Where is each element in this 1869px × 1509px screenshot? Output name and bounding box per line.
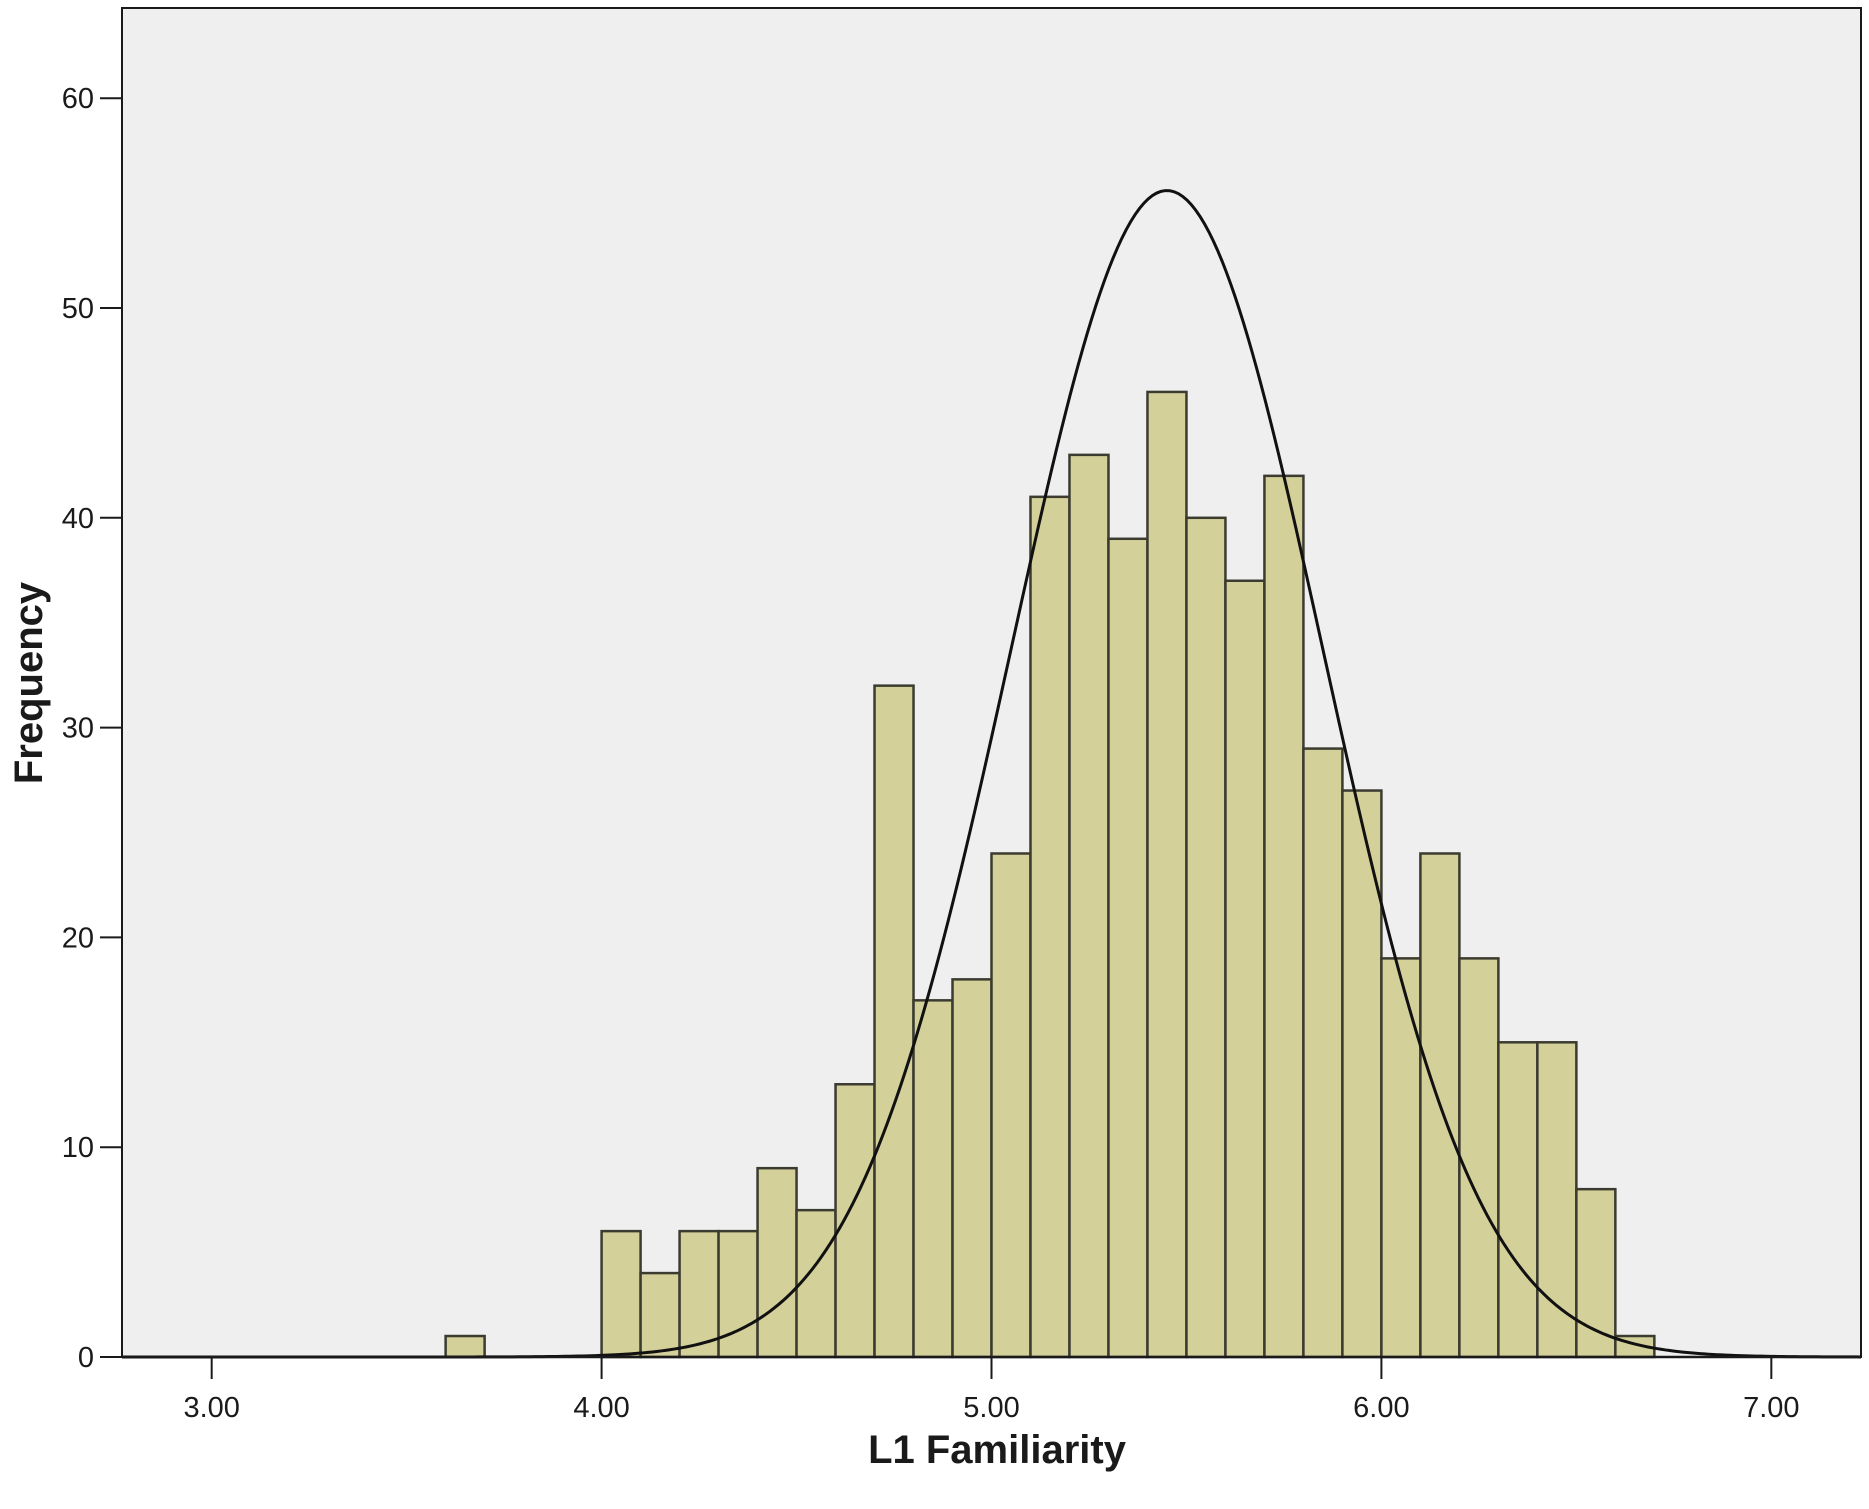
histogram-bar [717, 1229, 759, 1359]
histogram-bar [756, 1166, 798, 1359]
y-tick-label: 10 [62, 1132, 94, 1164]
histogram-bar [1458, 957, 1500, 1359]
histogram-bar [1536, 1041, 1578, 1359]
x-tick-label: 7.00 [1743, 1392, 1799, 1424]
x-tick-label: 5.00 [963, 1392, 1019, 1424]
histogram-bar [990, 852, 1032, 1359]
histogram-bar [1068, 453, 1110, 1359]
y-tick-label: 60 [62, 83, 94, 115]
y-axis: 0 10 20 30 40 50 60 [62, 83, 122, 1374]
histogram-bar [951, 978, 993, 1359]
x-axis-title: L1 Familiarity [868, 1428, 1127, 1472]
histogram-bar [1224, 579, 1266, 1359]
y-axis-title: Frequency [7, 581, 51, 784]
x-tick-label: 4.00 [573, 1392, 629, 1424]
histogram-bar [912, 999, 954, 1359]
x-tick-label: 3.00 [183, 1392, 239, 1424]
histogram-bar [1029, 495, 1071, 1359]
y-tick-label: 0 [78, 1342, 94, 1374]
histogram-bar [1263, 474, 1305, 1359]
y-tick-label: 40 [62, 503, 94, 535]
histogram-bar [444, 1334, 486, 1359]
histogram-bar [795, 1208, 837, 1359]
histogram-bar [1185, 516, 1227, 1359]
histogram-bar [873, 684, 915, 1359]
histogram-bar [1107, 537, 1149, 1359]
histogram-bar [1302, 747, 1344, 1359]
x-axis: 3.00 4.00 5.00 6.00 7.00 [122, 1355, 1861, 1424]
x-tick-label: 6.00 [1353, 1392, 1409, 1424]
histogram-bar [1380, 957, 1422, 1359]
y-tick-label: 20 [62, 922, 94, 954]
histogram-bar [639, 1271, 681, 1359]
histogram-bar [678, 1229, 720, 1359]
histogram-bar [1497, 1041, 1539, 1359]
y-tick-label: 30 [62, 713, 94, 745]
histogram-bar [1146, 390, 1188, 1359]
y-tick-label: 50 [62, 293, 94, 325]
histogram-bar [1341, 789, 1383, 1359]
histogram-bar [834, 1083, 876, 1359]
histogram-bar [600, 1229, 642, 1359]
histogram-bar [1419, 852, 1461, 1359]
bars-layer [444, 390, 1656, 1359]
